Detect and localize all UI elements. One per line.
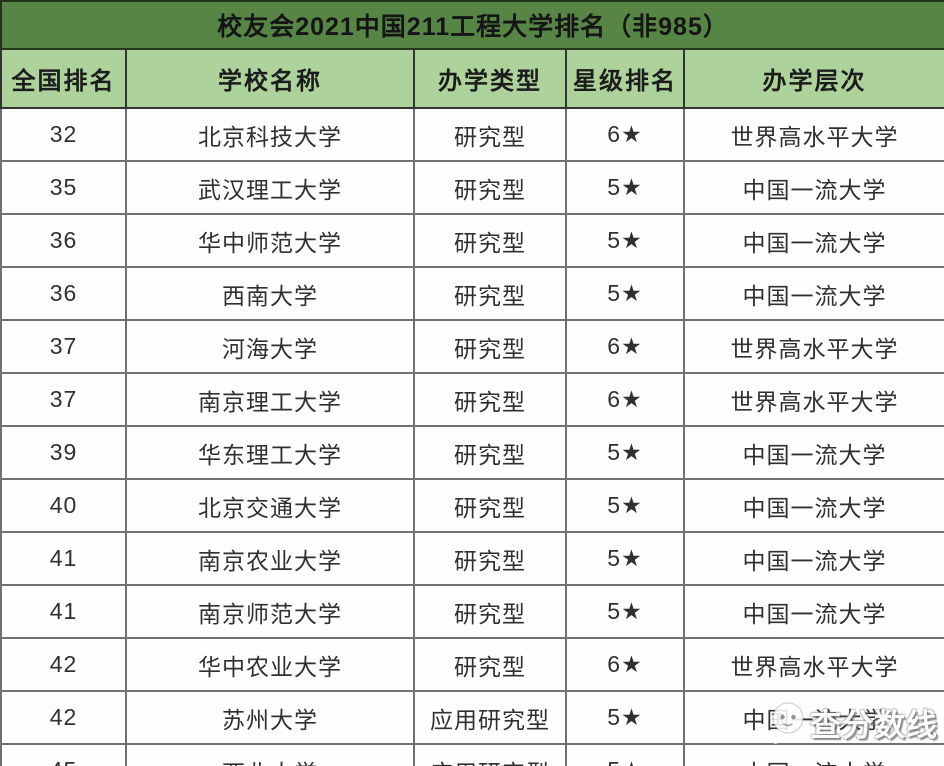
rank-cell: 42	[0, 637, 127, 692]
type-cell: 研究型	[413, 160, 567, 215]
title-row: 校友会2021中国211工程大学排名（非985）	[0, 0, 944, 50]
star-rank-cell: 6★	[565, 107, 685, 162]
type-cell: 研究型	[413, 637, 567, 692]
school-name-cell: 南京农业大学	[125, 531, 415, 586]
table-row: 42 苏州大学 应用研究型 5★ 中国一流大学	[0, 690, 944, 745]
column-header-star-rank: 星级排名	[565, 48, 685, 109]
rank-cell: 36	[0, 213, 127, 268]
rank-cell: 32	[0, 107, 127, 162]
school-name-cell: 西北大学	[125, 743, 415, 766]
rank-cell: 42	[0, 690, 127, 745]
table-row: 40 北京交通大学 研究型 5★ 中国一流大学	[0, 478, 944, 533]
level-cell: 世界高水平大学	[682, 372, 944, 427]
star-rank-cell: 5★	[565, 690, 685, 745]
table-row: 37 南京理工大学 研究型 6★ 世界高水平大学	[0, 372, 944, 427]
type-cell: 研究型	[413, 213, 567, 268]
level-cell: 中国一流大学	[682, 160, 944, 215]
column-header-level: 办学层次	[682, 48, 944, 109]
rank-cell: 45	[0, 743, 127, 766]
level-cell: 中国一流大学	[682, 584, 944, 639]
level-cell: 世界高水平大学	[682, 319, 944, 374]
school-name-cell: 河海大学	[125, 319, 415, 374]
type-cell: 研究型	[413, 266, 567, 321]
type-cell: 应用研究型	[413, 743, 567, 766]
column-header-rank: 全国排名	[0, 48, 127, 109]
school-name-cell: 南京师范大学	[125, 584, 415, 639]
table-row: 39 华东理工大学 研究型 5★ 中国一流大学	[0, 425, 944, 480]
column-header-row: 全国排名 学校名称 办学类型 星级排名 办学层次	[0, 48, 944, 109]
school-name-cell: 华东理工大学	[125, 425, 415, 480]
rank-cell: 36	[0, 266, 127, 321]
level-cell: 中国一流大学	[682, 531, 944, 586]
level-cell: 中国一流大学	[682, 213, 944, 268]
table-row: 32 北京科技大学 研究型 6★ 世界高水平大学	[0, 107, 944, 162]
star-rank-cell: 5★	[565, 584, 685, 639]
star-rank-cell: 6★	[565, 637, 685, 692]
rank-cell: 35	[0, 160, 127, 215]
star-rank-cell: 5★	[565, 531, 685, 586]
type-cell: 应用研究型	[413, 690, 567, 745]
level-cell: 中国一流大学	[682, 425, 944, 480]
star-rank-cell: 6★	[565, 319, 685, 374]
table-row: 36 西南大学 研究型 5★ 中国一流大学	[0, 266, 944, 321]
star-rank-cell: 5★	[565, 266, 685, 321]
type-cell: 研究型	[413, 425, 567, 480]
rank-cell: 41	[0, 531, 127, 586]
table-row: 41 南京师范大学 研究型 5★ 中国一流大学	[0, 584, 944, 639]
column-header-school-name: 学校名称	[125, 48, 415, 109]
level-cell: 世界高水平大学	[682, 107, 944, 162]
type-cell: 研究型	[413, 531, 567, 586]
rank-cell: 37	[0, 319, 127, 374]
type-cell: 研究型	[413, 319, 567, 374]
school-name-cell: 西南大学	[125, 266, 415, 321]
star-rank-cell: 5★	[565, 213, 685, 268]
star-rank-cell: 5★	[565, 425, 685, 480]
type-cell: 研究型	[413, 107, 567, 162]
type-cell: 研究型	[413, 584, 567, 639]
level-cell: 中国一流大学	[682, 743, 944, 766]
table-row: 36 华中师范大学 研究型 5★ 中国一流大学	[0, 213, 944, 268]
level-cell: 中国一流大学	[682, 266, 944, 321]
school-name-cell: 华中农业大学	[125, 637, 415, 692]
table-row: 41 南京农业大学 研究型 5★ 中国一流大学	[0, 531, 944, 586]
type-cell: 研究型	[413, 372, 567, 427]
rank-cell: 39	[0, 425, 127, 480]
school-name-cell: 北京科技大学	[125, 107, 415, 162]
star-rank-cell: 5★	[565, 160, 685, 215]
level-cell: 中国一流大学	[682, 478, 944, 533]
school-name-cell: 北京交通大学	[125, 478, 415, 533]
table-row: 45 西北大学 应用研究型 5★ 中国一流大学	[0, 743, 944, 766]
school-name-cell: 苏州大学	[125, 690, 415, 745]
star-rank-cell: 5★	[565, 743, 685, 766]
star-rank-cell: 6★	[565, 372, 685, 427]
school-name-cell: 华中师范大学	[125, 213, 415, 268]
table-row: 37 河海大学 研究型 6★ 世界高水平大学	[0, 319, 944, 374]
table-row: 42 华中农业大学 研究型 6★ 世界高水平大学	[0, 637, 944, 692]
table-title: 校友会2021中国211工程大学排名（非985）	[0, 0, 944, 50]
rank-cell: 37	[0, 372, 127, 427]
column-header-type: 办学类型	[413, 48, 567, 109]
school-name-cell: 武汉理工大学	[125, 160, 415, 215]
level-cell: 中国一流大学	[682, 690, 944, 745]
star-rank-cell: 5★	[565, 478, 685, 533]
rank-cell: 40	[0, 478, 127, 533]
level-cell: 世界高水平大学	[682, 637, 944, 692]
rank-cell: 41	[0, 584, 127, 639]
table-row: 35 武汉理工大学 研究型 5★ 中国一流大学	[0, 160, 944, 215]
type-cell: 研究型	[413, 478, 567, 533]
school-name-cell: 南京理工大学	[125, 372, 415, 427]
